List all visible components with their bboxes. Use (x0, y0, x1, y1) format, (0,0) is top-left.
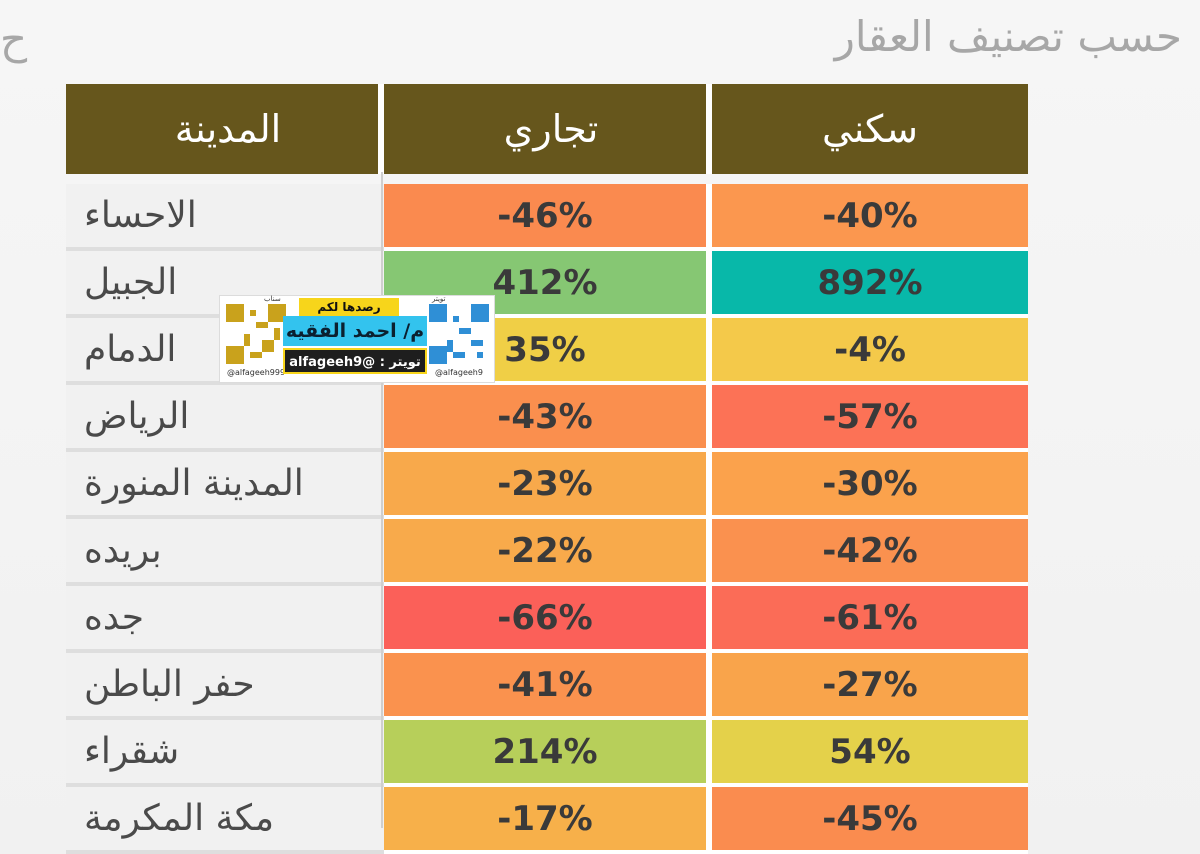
commercial-value: -43% (384, 385, 712, 452)
table-row: جده -66% -61% (66, 586, 1028, 653)
city-name: الدمام (84, 329, 177, 370)
table-row: الجبيل 412% 892% (66, 251, 1028, 318)
residential-value: -57% (712, 385, 1028, 452)
watermark-left-top-label: سناب (264, 295, 281, 303)
table-body: الاحساء -46% -40% الجبيل 412% 892% الدمام 35% -4… (66, 184, 1028, 854)
table-row: حفر الباطن -41% -27% (66, 653, 1028, 720)
residential-value: -27% (712, 653, 1028, 720)
header-commercial: تجاري (384, 84, 712, 174)
city-name: الاحساء (84, 195, 197, 236)
watermark-handle: تويتر : @alfageeh9 (283, 348, 427, 374)
residential-value: -4% (712, 318, 1028, 385)
qr-code-icon (429, 304, 489, 364)
column-divider (381, 172, 383, 828)
residential-value: -45% (712, 787, 1028, 854)
city-name: حفر الباطن (84, 664, 255, 705)
city-cell: شقراء (66, 720, 384, 787)
residential-value: -40% (712, 184, 1028, 251)
watermark-badge: سناب تويتر @alfageeh999 @alfageeh9 رصدها… (219, 295, 495, 383)
city-name: مكة المكرمة (84, 798, 275, 839)
commercial-value: 214% (384, 720, 712, 787)
header-residential: سكني (712, 84, 1028, 174)
table-row: مكة المكرمة -17% -45% (66, 787, 1028, 854)
commercial-value: -22% (384, 519, 712, 586)
city-name: بريده (84, 530, 162, 571)
commercial-value: -23% (384, 452, 712, 519)
table-row: المدينة المنورة -23% -30% (66, 452, 1028, 519)
city-cell: جده (66, 586, 384, 653)
price-change-table: المدينة تجاري سكني الاحساء -46% -40% الجبيل… (66, 84, 1028, 854)
watermark-name: م/ احمد الفقيه (283, 316, 427, 346)
residential-value: 892% (712, 251, 1028, 318)
residential-value: -61% (712, 586, 1028, 653)
city-cell: حفر الباطن (66, 653, 384, 720)
city-name: جده (84, 597, 145, 638)
table-row: الدمام 35% -4% (66, 318, 1028, 385)
city-cell: مكة المكرمة (66, 787, 384, 854)
commercial-value: -46% (384, 184, 712, 251)
table-row: شقراء 214% 54% (66, 720, 1028, 787)
watermark-right-caption: @alfageeh9 (435, 368, 483, 377)
watermark-tag: رصدها لكم (299, 298, 399, 316)
header-city: المدينة (66, 84, 384, 174)
table-row: بريده -22% -42% (66, 519, 1028, 586)
residential-value: -30% (712, 452, 1028, 519)
city-name: المدينة المنورة (84, 463, 304, 504)
table-row: الرياض -43% -57% (66, 385, 1028, 452)
residential-value: -42% (712, 519, 1028, 586)
city-cell: الرياض (66, 385, 384, 452)
table-header-row: المدينة تجاري سكني (66, 84, 1028, 174)
commercial-value: -66% (384, 586, 712, 653)
commercial-value: -41% (384, 653, 712, 720)
city-name: شقراء (84, 731, 180, 772)
city-name: الرياض (84, 396, 190, 437)
residential-value: 54% (712, 720, 1028, 787)
watermark-right-top-label: تويتر (432, 295, 446, 303)
qr-code-icon (226, 304, 286, 364)
slide-title: حسب تصنيف العقار (834, 12, 1182, 61)
city-cell: بريده (66, 519, 384, 586)
title-fragment: ح (0, 14, 28, 63)
commercial-value: -17% (384, 787, 712, 854)
city-cell: الاحساء (66, 184, 384, 251)
city-name: الجبيل (84, 262, 178, 303)
watermark-left-caption: @alfageeh999 (226, 368, 286, 377)
table-row: الاحساء -46% -40% (66, 184, 1028, 251)
city-cell: المدينة المنورة (66, 452, 384, 519)
